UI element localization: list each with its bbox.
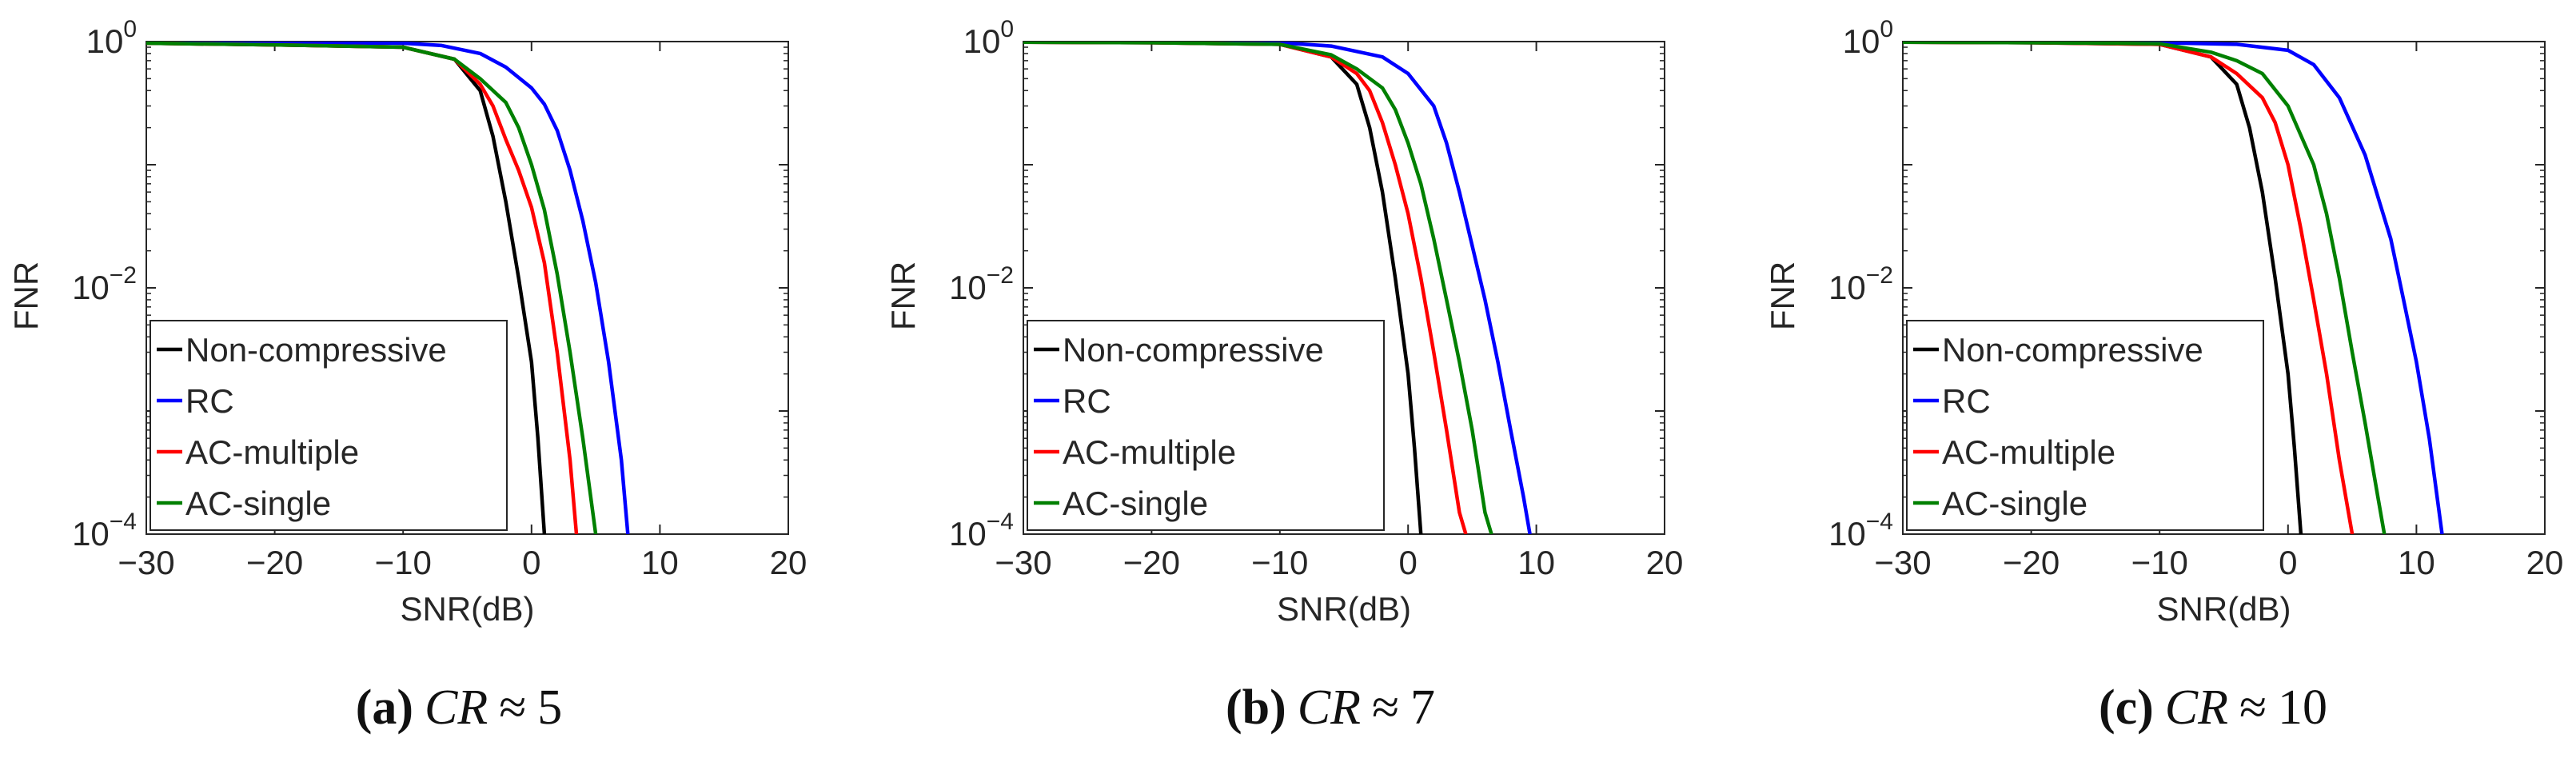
y-tick-exponent: −4: [1866, 509, 1893, 535]
y-tick-label: 100: [1843, 16, 1893, 60]
series-line-rc: [146, 42, 630, 534]
x-tick-label: −10: [1251, 544, 1308, 581]
legend-label: Non-compressive: [1063, 331, 1324, 369]
legend-label: RC: [185, 382, 234, 420]
y-tick-base: 10: [963, 22, 1001, 60]
x-tick-label: 10: [1517, 544, 1555, 581]
x-tick-label: 0: [522, 544, 540, 581]
legend-label: Non-compressive: [185, 331, 447, 369]
y-tick-label: 10−2: [1828, 262, 1893, 306]
y-tick-exponent: −2: [987, 262, 1014, 289]
y-tick-label: 100: [86, 16, 137, 60]
caption-letter: (c): [2099, 680, 2154, 735]
y-tick-exponent: −2: [110, 262, 137, 289]
subfigure-caption: (a) CR ≈5: [356, 680, 563, 735]
x-tick-label: 20: [770, 544, 807, 581]
legend-box: [150, 320, 508, 531]
legend-label: AC-single: [1063, 485, 1208, 522]
y-axis-title: FNR: [7, 261, 45, 330]
y-tick-exponent: −2: [1866, 262, 1893, 289]
caption-approx: ≈: [2239, 680, 2267, 735]
x-tick-label: −30: [995, 544, 1051, 581]
y-tick-label: 100: [963, 16, 1014, 60]
y-tick-label: 10−4: [72, 509, 137, 553]
y-axis-title: FNR: [1764, 261, 1801, 330]
legend: Non-compressive RC AC-multiple AC-single: [1027, 320, 1385, 531]
caption-cr: CR: [1298, 680, 1361, 735]
series-line-ac-single: [146, 42, 598, 534]
legend-label: AC-multiple: [1063, 433, 1236, 471]
x-tick-label: 0: [2279, 544, 2297, 581]
x-tick-label: 10: [641, 544, 679, 581]
x-tick-label: −20: [1123, 544, 1180, 581]
y-tick-base: 10: [86, 22, 124, 60]
caption-approx: ≈: [499, 680, 526, 735]
caption-letter: (a): [356, 680, 413, 735]
series-group: [1023, 42, 1532, 534]
x-tick-label: 20: [1646, 544, 1684, 581]
caption-approx: ≈: [1372, 680, 1399, 735]
y-tick-exponent: −4: [110, 509, 137, 535]
y-tick-base: 10: [949, 515, 987, 553]
x-axis-title: SNR(dB): [1277, 590, 1411, 628]
caption-cr: CR: [425, 680, 488, 735]
legend-label: AC-single: [185, 485, 331, 522]
x-tick-label: 0: [1399, 544, 1418, 581]
y-tick-label: 10−2: [72, 262, 137, 306]
legend-label: Non-compressive: [1942, 331, 2203, 369]
chart-panel-1: −30 −20 −10 0 10 2010010−210−4SNR(dB)FNRNon-c…: [7, 16, 807, 735]
subfigure-caption: (c) CR ≈10: [2099, 680, 2327, 735]
series-line-ac-single: [1023, 42, 1493, 534]
legend-label: AC-single: [1942, 485, 2088, 522]
y-tick-label: 10−2: [949, 262, 1014, 306]
y-tick-exponent: −4: [987, 509, 1014, 535]
caption-cr-value: 7: [1410, 680, 1435, 735]
legend-label: RC: [1942, 382, 1991, 420]
y-tick-base: 10: [1828, 269, 1866, 306]
legend-label: RC: [1063, 382, 1111, 420]
series-group: [1903, 42, 2444, 534]
y-tick-base: 10: [949, 269, 987, 306]
y-tick-label: 10−4: [1828, 509, 1893, 553]
caption-letter: (b): [1226, 680, 1286, 735]
series-group: [146, 42, 630, 534]
caption-cr: CR: [2165, 680, 2228, 735]
legend-box: [1906, 320, 2264, 531]
chart-panel-2: −30 −20 −10 0 10 2010010−210−4SNR(dB)FNRNon-c…: [884, 16, 1683, 735]
caption-cr-value: 10: [2278, 680, 2327, 735]
legend-label: AC-multiple: [185, 433, 359, 471]
y-tick-base: 10: [72, 515, 110, 553]
y-tick-base: 10: [1843, 22, 1880, 60]
caption-cr-value: 5: [537, 680, 562, 735]
y-tick-exponent: 0: [1000, 16, 1014, 42]
y-tick-exponent: 0: [123, 16, 137, 42]
y-tick-base: 10: [1828, 515, 1866, 553]
series-line-ac-single: [1903, 42, 2387, 534]
x-tick-label: 20: [2526, 544, 2564, 581]
x-tick-label: −10: [375, 544, 432, 581]
x-tick-label: −10: [2131, 544, 2188, 581]
x-axis-title: SNR(dB): [400, 590, 534, 628]
x-axis-title: SNR(dB): [2156, 590, 2291, 628]
y-tick-exponent: 0: [1880, 16, 1893, 42]
legend: Non-compressive RC AC-multiple AC-single: [1906, 320, 2264, 531]
legend: Non-compressive RC AC-multiple AC-single: [150, 320, 508, 531]
y-axis-title: FNR: [884, 261, 922, 330]
subfigure-caption: (b) CR ≈7: [1226, 680, 1435, 735]
series-line-rc: [1023, 42, 1532, 534]
x-tick-label: −30: [118, 544, 174, 581]
y-tick-base: 10: [72, 269, 110, 306]
x-tick-label: 10: [2398, 544, 2435, 581]
x-tick-label: −30: [1874, 544, 1931, 581]
x-tick-label: −20: [2003, 544, 2060, 581]
x-tick-label: −20: [246, 544, 303, 581]
chart-panel-3: −30 −20 −10 0 10 2010010−210−4SNR(dB)FNRNon-c…: [1764, 16, 2563, 735]
legend-label: AC-multiple: [1942, 433, 2115, 471]
y-tick-label: 10−4: [949, 509, 1014, 553]
legend-box: [1027, 320, 1385, 531]
